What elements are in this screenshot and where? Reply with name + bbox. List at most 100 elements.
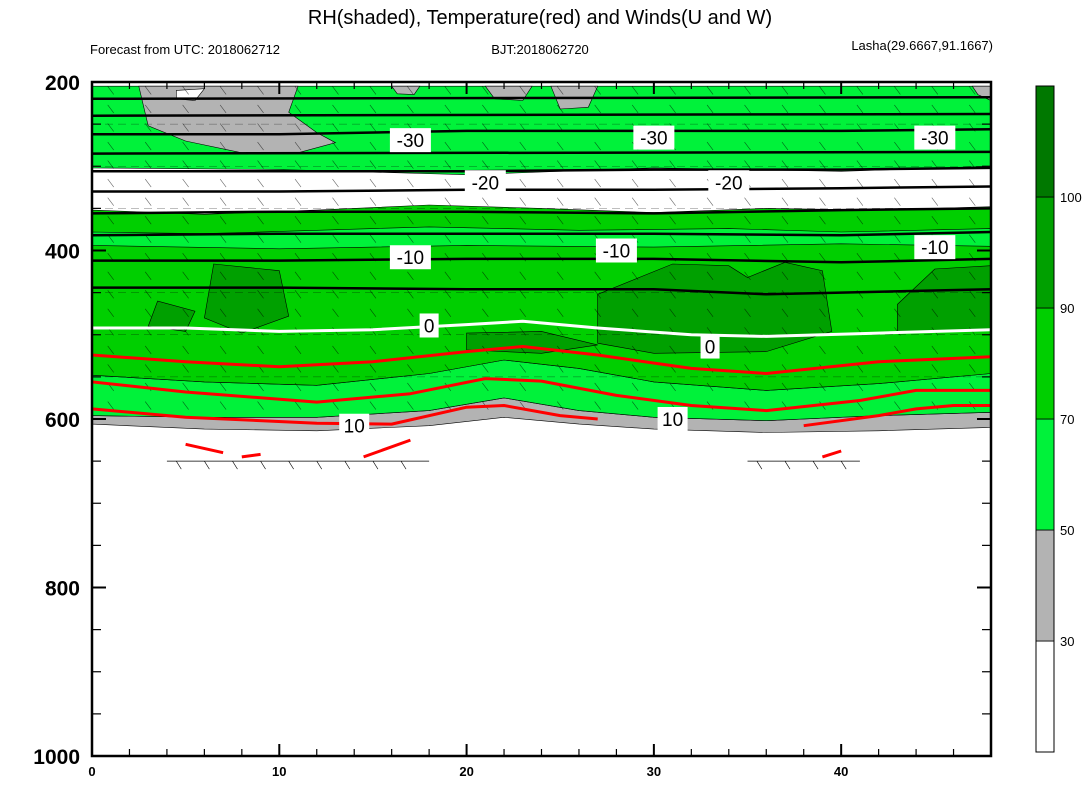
wind-barb — [594, 271, 601, 280]
wind-barb — [706, 308, 714, 318]
wind-barb — [819, 308, 826, 318]
wind-barb — [369, 234, 377, 243]
wind-barb — [931, 104, 939, 114]
wind-barb — [175, 460, 182, 470]
wind-barb — [257, 234, 264, 243]
wind-barb — [444, 327, 452, 336]
temperature-contour — [92, 230, 991, 237]
wind-barb — [706, 215, 714, 225]
wind-barb — [781, 215, 789, 225]
wind-barb — [107, 345, 114, 355]
wind-barb — [931, 197, 939, 206]
wind-barb — [482, 234, 489, 243]
wind-barb — [631, 160, 639, 169]
x-tick-label: 0 — [88, 764, 95, 779]
wind-barb — [344, 460, 351, 470]
contour-label: -30 — [640, 129, 667, 150]
wind-barb — [781, 86, 789, 95]
wind-barb — [444, 215, 452, 225]
wind-barb — [519, 160, 527, 169]
rh-patch — [897, 265, 991, 334]
wind-barb — [669, 234, 676, 243]
wind-barb — [631, 364, 639, 373]
wind-barb — [931, 308, 939, 318]
wind-barb — [369, 141, 377, 151]
wind-barb — [288, 460, 294, 470]
wind-barb — [669, 86, 676, 95]
wind-barb — [144, 86, 152, 95]
wind-barb — [856, 253, 864, 262]
wind-barb — [182, 364, 189, 373]
y-tick-label: 400 — [45, 241, 80, 264]
wind-barb — [669, 382, 676, 392]
wind-barb — [369, 86, 377, 95]
wind-barb — [332, 215, 339, 225]
wind-barb — [519, 271, 527, 280]
wind-barb — [631, 215, 639, 225]
wind-barb — [107, 104, 114, 114]
wind-barb — [744, 104, 751, 114]
wind-barb — [519, 178, 527, 188]
wind-barb — [144, 178, 152, 188]
wind-barb — [219, 104, 227, 114]
wind-barb — [594, 290, 601, 299]
wind-barb — [594, 382, 601, 392]
wind-barb — [819, 178, 826, 188]
wind-barb — [182, 178, 189, 188]
wind-barb — [219, 215, 227, 225]
wind-barb — [781, 178, 789, 188]
wind-barb — [144, 160, 152, 169]
wind-barb — [294, 178, 302, 188]
colorbar-segment — [1035, 85, 1055, 198]
wind-barb — [969, 215, 976, 225]
rh-patch — [391, 85, 421, 95]
wind-barb — [519, 86, 527, 95]
wind-barb — [144, 308, 152, 318]
wind-barb — [219, 401, 227, 410]
wind-barb — [294, 160, 302, 169]
wind-barb — [257, 178, 264, 188]
contour-label: -30 — [397, 131, 424, 152]
contour-label: -20 — [472, 173, 499, 194]
wind-barb — [819, 86, 826, 95]
wind-barb — [294, 215, 302, 225]
wind-barb — [931, 271, 939, 280]
wind-barb — [219, 308, 227, 318]
contour-label-bg — [700, 334, 720, 359]
wind-barb — [204, 460, 210, 470]
y-tick-label: 1000 — [33, 746, 80, 769]
wind-barb — [144, 271, 152, 280]
wind-barb — [744, 308, 751, 318]
wind-barb — [444, 364, 452, 373]
wind-barb — [594, 197, 601, 206]
wind-barb — [931, 215, 939, 225]
wind-barb — [894, 364, 901, 373]
contour-label: 10 — [344, 417, 365, 438]
wind-barb — [482, 197, 489, 206]
wind-barb — [294, 308, 302, 318]
colorbar-segment — [1035, 418, 1055, 531]
wind-barb — [260, 460, 266, 470]
colorbar-segment — [1035, 307, 1055, 420]
wind-barb — [407, 160, 414, 169]
wind-barb — [856, 141, 864, 151]
temperature-contour — [92, 166, 991, 173]
wind-barb — [182, 160, 189, 169]
wind-barb — [219, 197, 227, 206]
wind-barb — [369, 215, 377, 225]
wind-barb — [257, 271, 264, 280]
wind-barb — [556, 401, 564, 410]
wind-barb — [594, 345, 601, 355]
wind-barb — [369, 382, 377, 392]
wind-barb — [669, 178, 676, 188]
x-tick-label: 10 — [272, 764, 286, 779]
wind-barb — [856, 401, 864, 410]
wind-barb — [706, 271, 714, 280]
wind-barb — [182, 401, 189, 410]
wind-barb — [744, 141, 751, 151]
wind-barb — [407, 308, 414, 318]
wind-barb — [969, 271, 976, 280]
contour-label: -10 — [397, 248, 424, 269]
wind-barb — [107, 401, 114, 410]
